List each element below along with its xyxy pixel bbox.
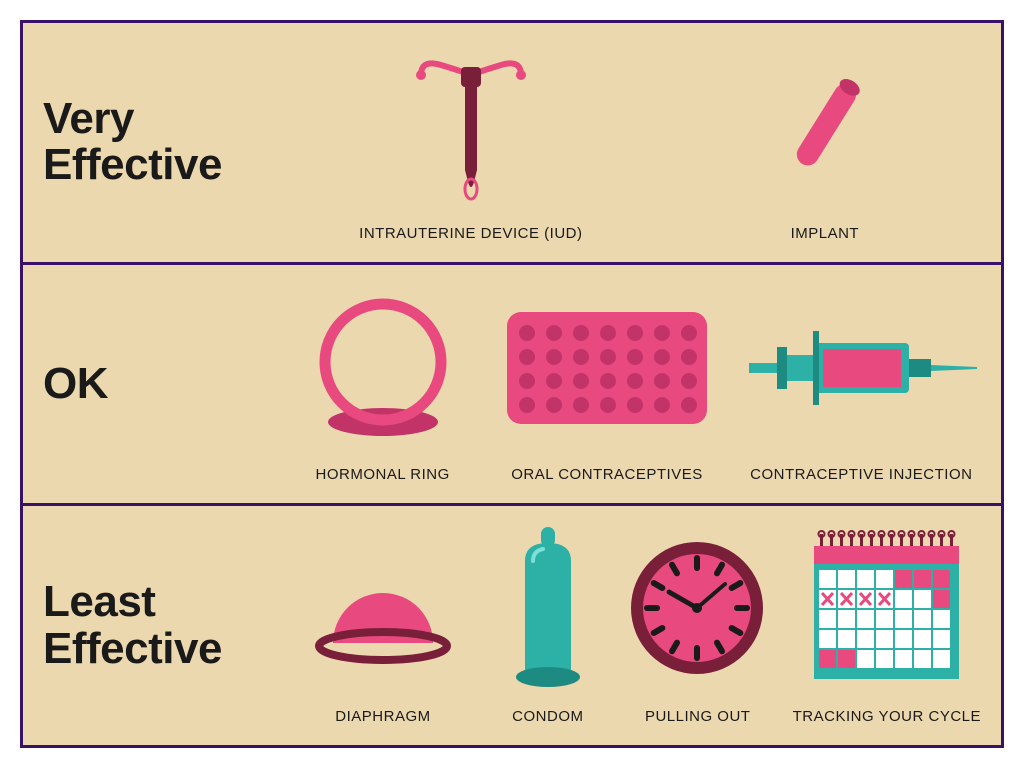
item-implant: IMPLANT	[735, 33, 915, 242]
pills-icon	[492, 275, 722, 459]
injection-icon	[741, 275, 981, 459]
row-label: OK	[23, 361, 273, 407]
item-label: INTRAUTERINE DEVICE (IUD)	[359, 225, 582, 242]
item-ring: HORMONAL RING	[293, 275, 473, 484]
row-items: HORMONAL RING ORAL CONTRACEPTIVES	[273, 265, 1001, 504]
row-items: DIAPHRAGM CONDOM	[273, 506, 1001, 745]
item-label: IMPLANT	[791, 225, 860, 242]
item-label: TRACKING YOUR CYCLE	[793, 708, 981, 725]
item-label: DIAPHRAGM	[335, 708, 430, 725]
item-calendar: TRACKING YOUR CYCLE	[793, 516, 981, 725]
item-injection: CONTRACEPTIVE INJECTION	[741, 275, 981, 484]
row-least-effective: LeastEffective DIAPHRAGM	[20, 503, 1004, 748]
item-iud: INTRAUTERINE DEVICE (IUD)	[359, 33, 582, 242]
implant-icon	[735, 33, 915, 217]
row-ok: OK HORMONAL RING ORAL CONT	[20, 262, 1004, 504]
clock-icon	[623, 516, 773, 700]
item-condom: CONDOM	[493, 516, 603, 725]
row-label: VeryEffective	[23, 96, 273, 188]
row-label: LeastEffective	[23, 579, 273, 671]
item-label: PULLING OUT	[645, 708, 751, 725]
row-items: INTRAUTERINE DEVICE (IUD) IMPLANT	[273, 23, 1001, 262]
calendar-icon	[802, 516, 972, 700]
item-label: CONDOM	[512, 708, 583, 725]
diaphragm-icon	[293, 516, 473, 700]
item-clock: PULLING OUT	[623, 516, 773, 725]
iud-icon	[381, 33, 561, 217]
condom-icon	[493, 516, 603, 700]
item-diaphragm: DIAPHRAGM	[293, 516, 473, 725]
effectiveness-chart: VeryEffective INTRAUTERINE DEVICE (IUD)	[20, 20, 1004, 748]
row-very-effective: VeryEffective INTRAUTERINE DEVICE (IUD)	[20, 20, 1004, 262]
item-label: ORAL CONTRACEPTIVES	[511, 466, 702, 483]
item-label: CONTRACEPTIVE INJECTION	[750, 466, 972, 483]
item-pills: ORAL CONTRACEPTIVES	[492, 275, 722, 484]
item-label: HORMONAL RING	[316, 466, 450, 483]
ring-icon	[293, 275, 473, 459]
